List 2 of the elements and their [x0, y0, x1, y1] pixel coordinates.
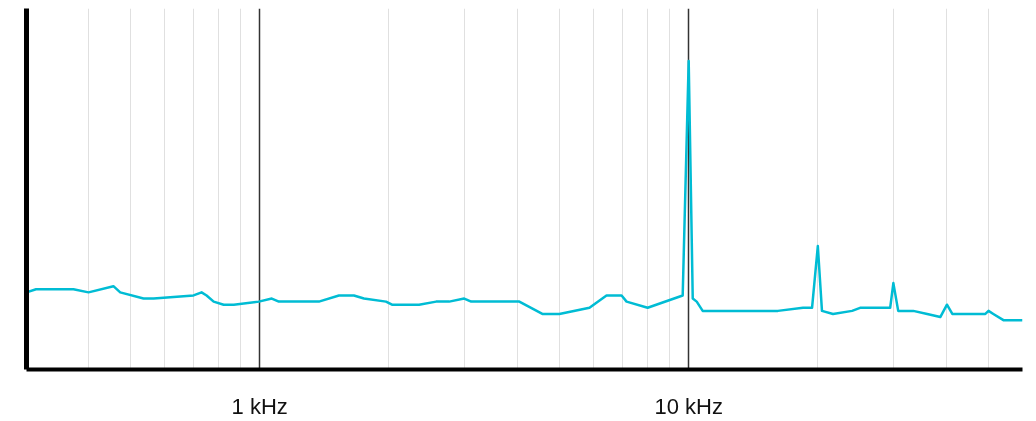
x-tick-label: 10 kHz [654, 393, 723, 419]
x-tick-label: 1 kHz [231, 393, 288, 419]
